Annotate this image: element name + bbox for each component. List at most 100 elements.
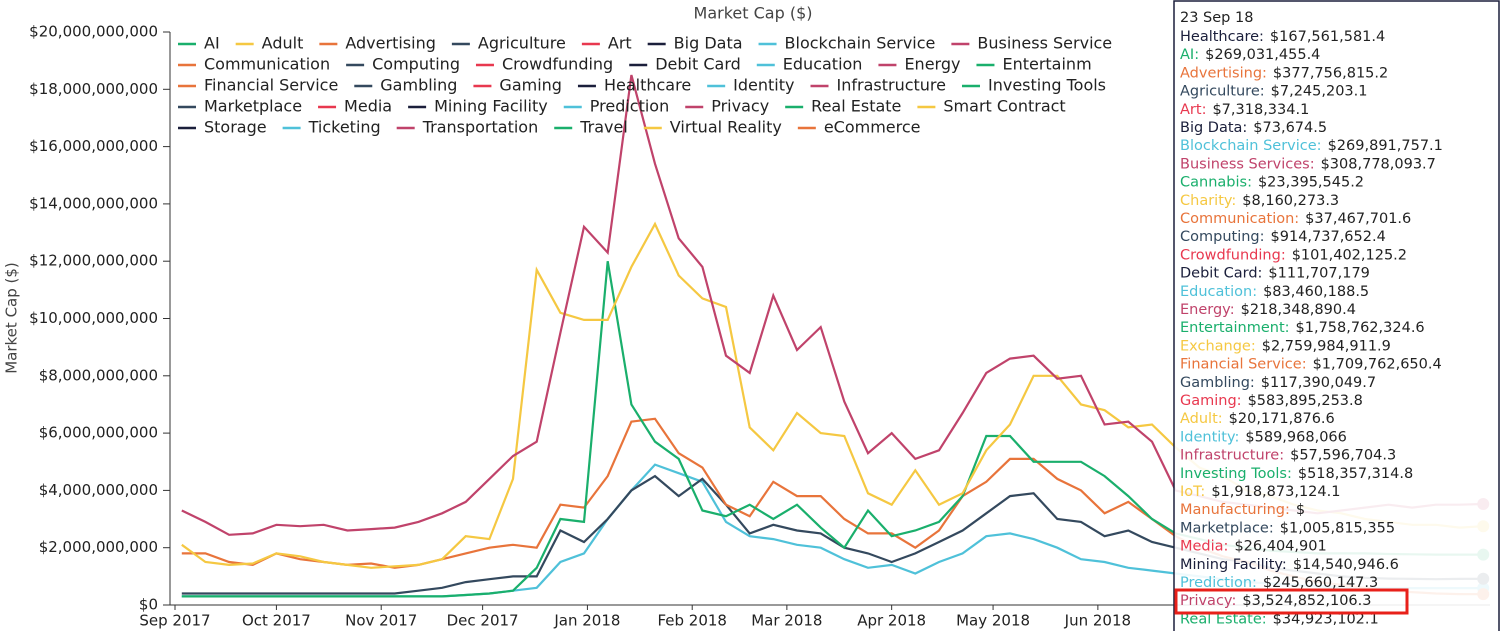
x-tick-label: Mar 2018 [751, 612, 822, 630]
tooltip-label: Communication: [1180, 211, 1299, 227]
tooltip-value: $583,895,253.8 [1248, 393, 1363, 409]
tooltip-value: $3,524,852,106.3 [1242, 593, 1371, 609]
x-tick-label: Feb 2018 [657, 612, 727, 630]
legend-label: Prediction [590, 97, 669, 116]
x-tick-label: Oct 2017 [242, 612, 311, 630]
legend: AI Adult Advertising Agriculture Art Big Data… [178, 34, 1112, 137]
y-tick-label: $12,000,000,000 [29, 252, 158, 270]
legend-label: Financial Service [204, 76, 338, 95]
tooltip-label: Exchange: [1180, 338, 1256, 354]
tooltip-value: $111,707,179 [1268, 266, 1369, 282]
tooltip-label: Gaming: [1180, 393, 1242, 409]
legend-label: Education [783, 55, 863, 74]
legend-label: Healthcare [604, 76, 691, 95]
tooltip-value: $23,395,545.2 [1258, 175, 1364, 191]
y-tick-label: $6,000,000,000 [39, 424, 158, 442]
tooltip-value: $117,390,049.7 [1261, 375, 1376, 391]
legend-label: Computing [372, 55, 460, 74]
tooltip-value: $57,596,704.3 [1290, 448, 1396, 464]
y-tick-label: $18,000,000,000 [29, 80, 158, 98]
legend-label: Entertainm [1002, 55, 1091, 74]
tooltip-value: $1,709,762,650.4 [1313, 357, 1442, 373]
tooltip-value: $20,171,876.6 [1229, 411, 1335, 427]
y-tick-label: $10,000,000,000 [29, 309, 158, 327]
tooltip-label: Media: [1180, 539, 1228, 555]
tooltip-label: Education: [1180, 284, 1257, 300]
tooltip-label: Cannabis: [1180, 175, 1252, 191]
tooltip-label: Business Services: [1180, 156, 1315, 172]
tooltip-label: Agriculture: [1180, 84, 1265, 100]
tooltip-label: Prediction: [1180, 575, 1257, 591]
tooltip-label: Marketplace: [1180, 520, 1274, 536]
tooltip-label: Manufacturing: [1180, 502, 1290, 518]
tooltip-date: 23 Sep 18 [1180, 10, 1253, 26]
tooltip-label: Charity: [1180, 193, 1236, 209]
tooltip-label: Real Estate: [1180, 611, 1267, 627]
tooltip-value: $101,402,125.2 [1292, 247, 1407, 263]
legend-label: Agriculture [478, 34, 566, 53]
tooltip-value: $37,467,701.6 [1305, 211, 1411, 227]
legend-label: Communication [204, 55, 330, 74]
legend-label: Identity [733, 76, 794, 95]
tooltip-label: Art: [1180, 102, 1206, 118]
legend-label: Blockchain Service [785, 34, 936, 53]
x-tick-label: Sep 2017 [139, 612, 210, 630]
tooltip-value: $167,561,581.4 [1270, 29, 1385, 45]
plot: $0 $2,000,000,000 $4,000,000,000 $6,000,000… [29, 23, 1490, 630]
legend-label: Gaming [499, 76, 562, 95]
legend-label: eCommerce [824, 118, 921, 137]
legend-label: Investing Tools [988, 76, 1106, 95]
legend-label: Debit Card [655, 55, 741, 74]
legend-label: Smart Contract [943, 97, 1065, 116]
tooltip-label: Financial Service: [1180, 357, 1307, 373]
tooltip-value: $26,404,901 [1234, 539, 1326, 555]
tooltip-label: Computing: [1180, 229, 1265, 245]
y-tick-label: $8,000,000,000 [39, 366, 158, 384]
legend-label: Crowdfunding [502, 55, 613, 74]
tooltip-value: $ [1296, 502, 1305, 518]
y-tick-label: $16,000,000,000 [29, 137, 158, 155]
legend-label: Art [608, 34, 632, 53]
y-axis-label: Market Cap ($) [3, 262, 21, 374]
tooltip-value: $589,968,066 [1245, 429, 1346, 445]
legend-label: Ticketing [308, 118, 381, 137]
y-tick-label: $0 [139, 596, 158, 614]
legend-label: Big Data [674, 34, 743, 53]
legend-label: Transportation [422, 118, 539, 137]
legend-label: Real Estate [811, 97, 901, 116]
y-tick-label: $20,000,000,000 [29, 23, 158, 41]
tooltip-label: Crowdfunding: [1180, 247, 1286, 263]
legend-label: Infrastructure [837, 76, 946, 95]
tooltip-value: $73,674.5 [1253, 120, 1327, 136]
tooltip-value: $7,245,203.1 [1271, 84, 1368, 100]
tooltip-label: Energy: [1180, 302, 1235, 318]
tooltip-value: $7,318,334.1 [1212, 102, 1309, 118]
legend-label: Virtual Reality [670, 118, 782, 137]
legend-label: Business Service [977, 34, 1112, 53]
tooltip-value: $83,460,188.5 [1263, 284, 1369, 300]
tooltip-value: $2,759,984,911.9 [1262, 338, 1391, 354]
tooltip-value: $34,923,102.1 [1273, 611, 1379, 627]
x-tick-label: Apr 2018 [857, 612, 926, 630]
y-tick-label: $4,000,000,000 [39, 481, 158, 499]
tooltip-value: $377,756,815.2 [1273, 65, 1388, 81]
chart-title: Market Cap ($) [694, 4, 813, 23]
tooltip-label: Advertising: [1180, 65, 1267, 81]
tooltip-label: Privacy: [1180, 593, 1236, 609]
tooltip-value: $14,540,946.6 [1293, 557, 1399, 573]
tooltip-label: Gambling: [1180, 375, 1255, 391]
x-tick-label: Jun 2018 [1064, 612, 1131, 630]
legend-label: Marketplace [204, 97, 302, 116]
tooltip-value: $245,660,147.3 [1263, 575, 1378, 591]
tooltip-label: AI: [1180, 47, 1199, 63]
tooltip-value: $218,348,890.4 [1241, 302, 1356, 318]
legend-label: Travel [579, 118, 628, 137]
legend-label: Gambling [380, 76, 457, 95]
tooltip-label: Debit Card: [1180, 266, 1262, 282]
tooltip-label: Infrastructure: [1180, 448, 1284, 464]
tooltip-value: $1,758,762,324.6 [1296, 320, 1425, 336]
tooltip-value: $914,737,652.4 [1271, 229, 1386, 245]
tooltip-value: $308,778,093.7 [1321, 156, 1436, 172]
tooltip-label: IoT: [1180, 484, 1205, 500]
